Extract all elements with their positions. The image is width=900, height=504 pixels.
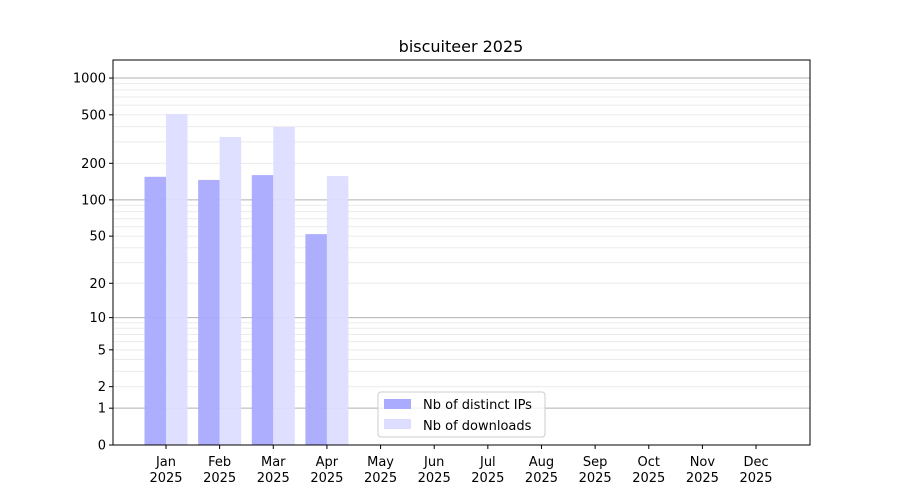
y-tick-label: 50 [89,230,106,245]
legend-swatch-downloads [384,419,411,429]
x-tick-label: Mar 2025 [257,455,290,486]
x-tick-label: Jul 2025 [471,455,504,486]
legend-box [377,391,546,438]
x-tick-label: Feb 2025 [203,455,236,486]
x-tick-label: Aug 2025 [525,455,558,486]
bar-distinct-ips [198,179,220,446]
y-tick-label: 20 [89,277,106,292]
legend: Nb of distinct IPs Nb of downloads [377,391,546,438]
bar-distinct-ips [305,234,327,445]
bars [144,113,349,446]
bar-distinct-ips [144,176,166,445]
bar-downloads [166,113,188,445]
bar-distinct-ips [251,175,274,445]
bar-downloads [326,176,349,445]
x-tick-label: Apr 2025 [310,455,343,486]
y-tick-label: 100 [81,193,106,208]
plot-frame [112,59,811,446]
x-axis: Jan 2025 Feb 2025 Mar 2025 Apr 2025 May 2025 Jun 20… [149,445,773,486]
y-tick-label: 1 [98,402,106,417]
legend-swatch-ips [384,399,411,409]
x-tick-label: Sep 2025 [579,455,612,486]
y-tick-label: 200 [81,157,106,172]
legend-label-downloads: Nb of downloads [423,419,532,434]
x-tick-label: Jun 2025 [418,455,451,486]
y-axis: 0 1 2 5 10 20 50 100 200 500 1000 [73,72,113,454]
x-tick-label: May 2025 [364,455,397,486]
x-tick-label: Dec 2025 [739,455,772,486]
y-tick-label: 500 [81,108,106,123]
bar-downloads [219,136,242,445]
legend-label-ips: Nb of distinct IPs [423,398,532,413]
x-tick-label: Jan 2025 [149,455,182,486]
bar-downloads [273,127,295,445]
chart-title: biscuiteer 2025 [399,37,524,56]
x-tick-label: Nov 2025 [686,455,719,486]
y-tick-label: 10 [89,311,106,326]
y-tick-label: 2 [98,380,106,395]
y-tick-label: 5 [98,343,106,358]
x-tick-label: Oct 2025 [632,455,665,486]
y-tick-label: 0 [98,439,106,454]
y-tick-label: 1000 [73,72,106,87]
